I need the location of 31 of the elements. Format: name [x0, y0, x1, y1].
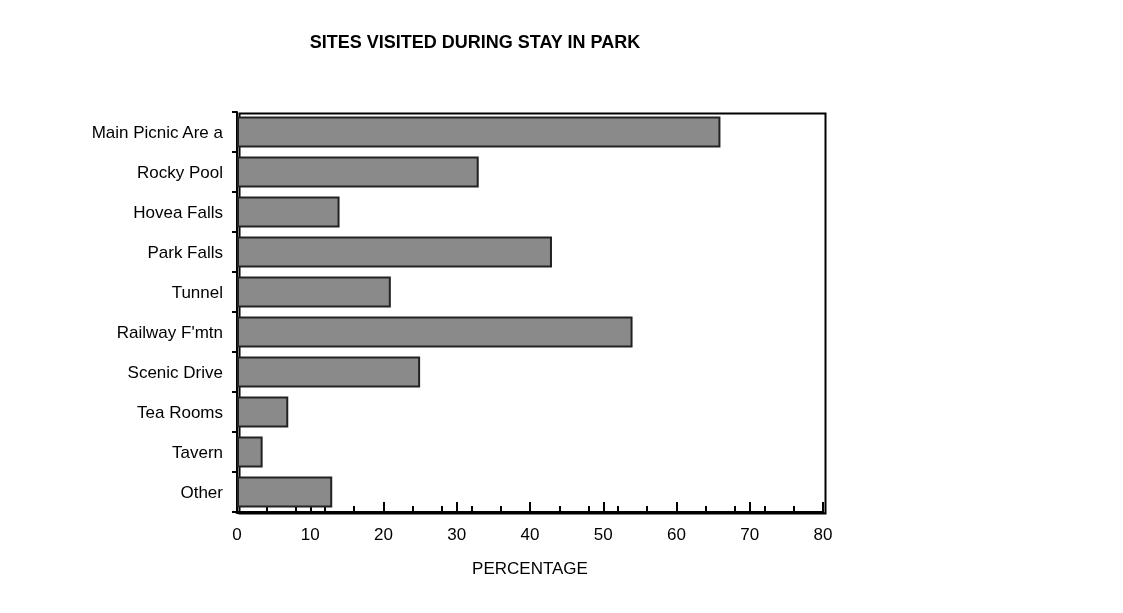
y-tick-label: Main Picnic Are a	[91, 122, 224, 142]
x-tick-label: 60	[667, 525, 686, 544]
y-tick-label: Park Falls	[147, 242, 223, 262]
x-tick-label: 40	[520, 525, 540, 544]
x-tick-label: 30	[447, 525, 467, 544]
bar	[237, 436, 263, 468]
y-tick-label: Hovea Falls	[133, 202, 223, 222]
bar	[237, 476, 333, 508]
y-tick-label: Tea Rooms	[137, 402, 223, 422]
x-tick-label: 80	[813, 525, 833, 544]
bar	[237, 156, 479, 188]
bar	[237, 116, 721, 148]
bar	[237, 396, 289, 428]
x-tick-label: 20	[374, 525, 393, 544]
chart-title: SITES VISITED DURING STAY IN PARK	[309, 32, 641, 52]
x-axis-title: PERCENTAGE	[472, 559, 588, 578]
y-tick-label: Railway F'mtn	[116, 322, 223, 342]
y-tick-label: Other	[180, 482, 224, 502]
y-tick-label: Tunnel	[171, 282, 223, 302]
y-tick-label: Rocky Pool	[137, 162, 223, 182]
bar	[237, 276, 391, 308]
bar	[237, 356, 421, 388]
bar	[237, 236, 552, 268]
bar	[237, 316, 633, 348]
y-tick-label: Scenic Drive	[127, 362, 223, 382]
y-tick-label: Tavern	[171, 442, 223, 462]
x-tick-label: 50	[593, 525, 613, 544]
bar	[237, 196, 340, 228]
x-tick-label: 70	[740, 525, 760, 544]
x-tick-label: 0	[232, 525, 242, 544]
x-tick-label: 10	[300, 525, 320, 544]
